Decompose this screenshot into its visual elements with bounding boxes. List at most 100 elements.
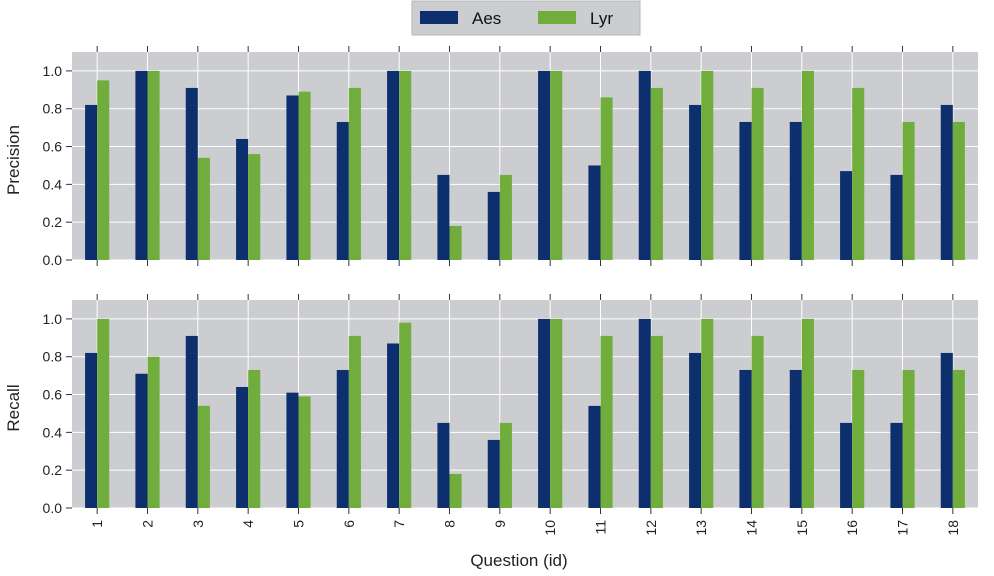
bar-lyr-q6 [348, 335, 361, 508]
bar-aes-q2 [135, 70, 148, 260]
bar-lyr-q2 [147, 70, 160, 260]
bar-lyr-q18 [952, 369, 965, 508]
bar-lyr-q1 [97, 80, 110, 260]
bar-lyr-q8 [449, 225, 462, 260]
y-tick-label: 0.4 [43, 176, 63, 192]
x-tick-label: 6 [341, 520, 357, 528]
bar-aes-q6 [336, 369, 349, 508]
bar-aes-q13 [689, 104, 702, 260]
x-tick-label: 12 [643, 520, 659, 536]
bar-lyr-q9 [499, 174, 512, 260]
bar-lyr-q11 [600, 97, 613, 260]
bar-aes-q11 [588, 165, 601, 260]
x-tick-label: 2 [140, 520, 156, 528]
x-tick-label: 1 [89, 520, 105, 528]
bar-aes-q14 [739, 369, 752, 508]
x-tick-label: 14 [744, 520, 760, 536]
y-axis-title-recall: Recall [4, 384, 23, 431]
x-tick-label: 5 [291, 520, 307, 528]
x-axis-title: Question (id) [470, 551, 567, 570]
y-tick-label: 0.0 [43, 252, 63, 268]
bar-lyr-q9 [499, 422, 512, 508]
bar-lyr-q5 [298, 396, 311, 508]
x-tick-label: 8 [442, 520, 458, 528]
y-tick-label: 0.2 [43, 462, 63, 478]
bar-aes-q8 [437, 422, 450, 508]
bar-aes-q11 [588, 405, 601, 508]
bar-aes-q14 [739, 121, 752, 260]
bar-aes-q18 [940, 352, 953, 508]
y-tick-label: 1.0 [43, 311, 63, 327]
x-tick-label: 3 [190, 520, 206, 528]
bar-lyr-q16 [852, 369, 865, 508]
y-tick-label: 0.8 [43, 101, 63, 117]
bar-aes-q17 [890, 174, 903, 260]
x-tick-label: 18 [945, 520, 961, 536]
plot-background [72, 300, 978, 508]
y-tick-label: 0.2 [43, 214, 63, 230]
bar-aes-q5 [286, 95, 299, 260]
bar-aes-q3 [185, 87, 198, 260]
x-tick-label: 13 [693, 520, 709, 536]
y-tick-label: 0.6 [43, 387, 63, 403]
legend-swatch-lyr [538, 11, 576, 24]
bar-aes-q5 [286, 392, 299, 508]
bar-lyr-q1 [97, 318, 110, 508]
x-tick-label: 17 [895, 520, 911, 536]
bar-lyr-q16 [852, 87, 865, 260]
bar-aes-q15 [789, 121, 802, 260]
y-tick-label: 0.6 [43, 139, 63, 155]
bar-lyr-q12 [650, 335, 663, 508]
bar-lyr-q10 [550, 70, 563, 260]
bar-aes-q4 [236, 138, 249, 260]
legend: Aes Lyr [411, 0, 641, 36]
bar-lyr-q5 [298, 91, 311, 260]
bar-aes-q7 [387, 70, 400, 260]
bar-lyr-q7 [399, 322, 412, 508]
bar-aes-q17 [890, 422, 903, 508]
x-tick-label: 11 [593, 520, 609, 535]
bar-aes-q13 [689, 352, 702, 508]
recall-panel: 0.00.20.40.60.81.01 2 3 4 5 6 7 8 9 10 11 12 13 14 15 1… [43, 294, 978, 536]
bar-lyr-q18 [952, 121, 965, 260]
legend-label-lyr: Lyr [590, 9, 613, 28]
bar-aes-q16 [840, 422, 853, 508]
bar-lyr-q3 [197, 405, 210, 508]
bar-lyr-q17 [902, 121, 915, 260]
y-tick-label: 0.0 [43, 500, 63, 516]
bar-aes-q16 [840, 171, 853, 260]
x-tick-label: 10 [542, 520, 558, 536]
x-tick-label: 7 [391, 520, 407, 528]
bar-lyr-q14 [751, 87, 764, 260]
bar-lyr-q10 [550, 318, 563, 508]
bar-aes-q12 [638, 318, 651, 508]
bar-lyr-q11 [600, 335, 613, 508]
bar-lyr-q8 [449, 473, 462, 508]
bar-lyr-q15 [801, 70, 814, 260]
bar-aes-q6 [336, 121, 349, 260]
bar-aes-q9 [487, 439, 500, 508]
bar-aes-q1 [85, 352, 98, 508]
bar-aes-q7 [387, 343, 400, 508]
legend-label-aes: Aes [472, 9, 501, 28]
bar-aes-q3 [185, 335, 198, 508]
bar-lyr-q2 [147, 356, 160, 508]
bar-aes-q10 [538, 70, 551, 260]
bar-aes-q18 [940, 104, 953, 260]
bar-lyr-q3 [197, 157, 210, 260]
y-tick-label: 0.4 [43, 424, 63, 440]
bar-aes-q15 [789, 369, 802, 508]
legend-swatch-aes [420, 11, 458, 24]
bar-aes-q12 [638, 70, 651, 260]
bar-lyr-q6 [348, 87, 361, 260]
y-axis-title-precision: Precision [4, 125, 23, 195]
precision-panel: 0.0 0.2 0.4 0.6 0.8 1.0 [43, 46, 978, 268]
x-tick-label: 4 [240, 520, 256, 528]
plot-background [72, 52, 978, 260]
bar-aes-q1 [85, 104, 98, 260]
bar-lyr-q14 [751, 335, 764, 508]
bar-aes-q4 [236, 386, 249, 508]
bar-aes-q9 [487, 191, 500, 260]
bar-lyr-q7 [399, 70, 412, 260]
